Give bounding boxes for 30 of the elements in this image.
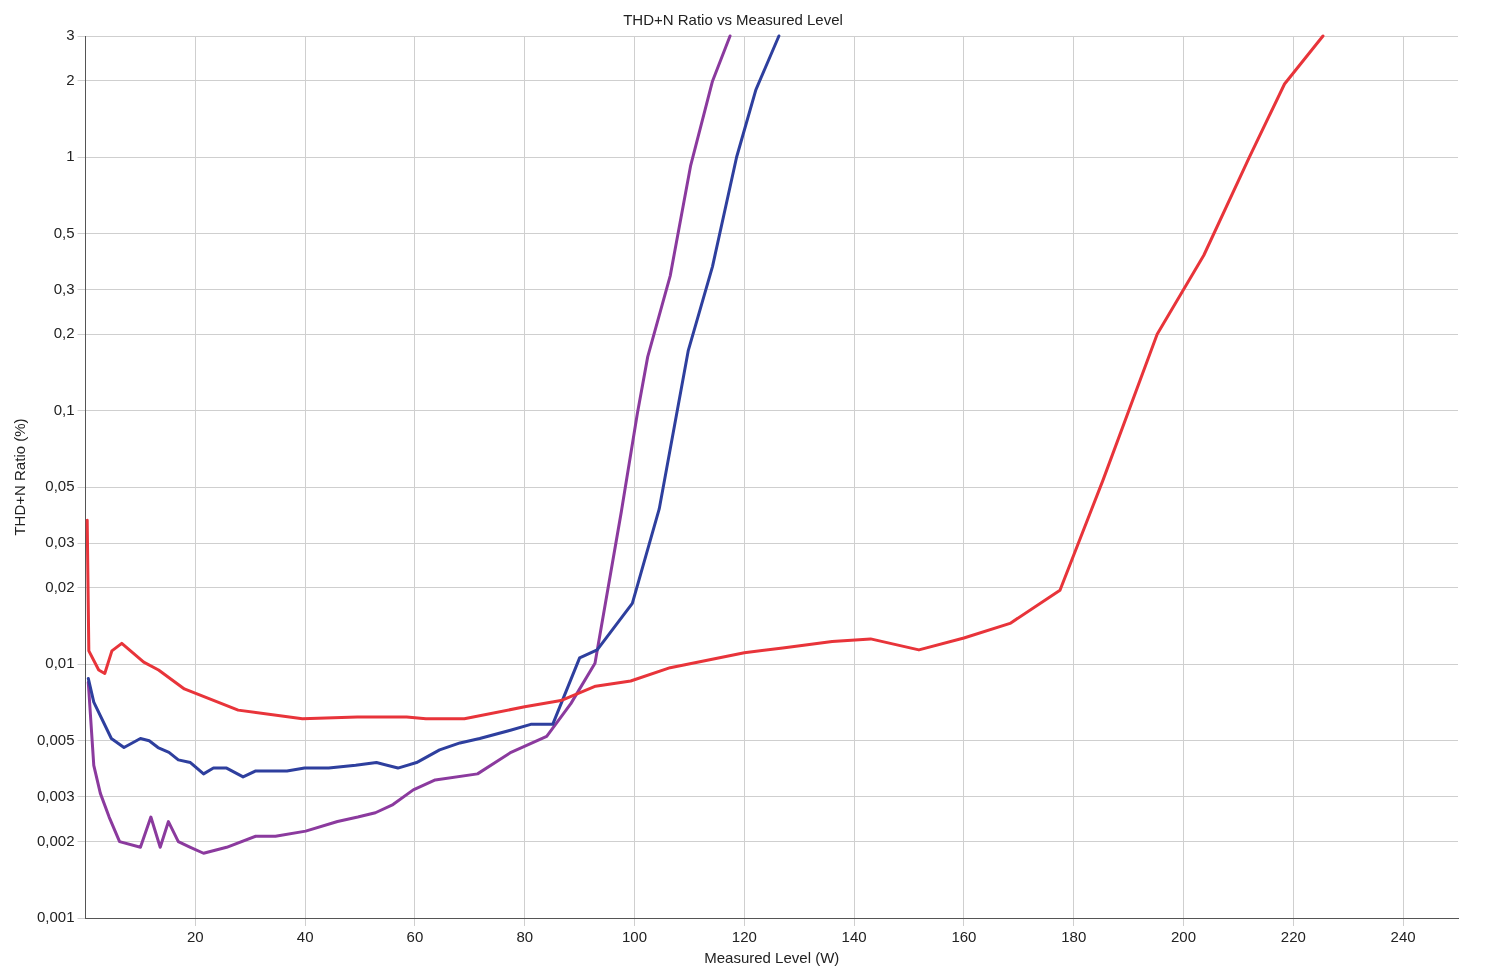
x-tick-label: 160 xyxy=(951,928,977,946)
x-tick-label: 100 xyxy=(622,928,648,946)
y-tick-label: 0,5 xyxy=(53,223,75,241)
y-tick-label: 0,01 xyxy=(45,654,75,672)
y-tick-label: 0,03 xyxy=(45,533,75,551)
x-tick-label: 180 xyxy=(1061,928,1087,946)
x-tick-label: 120 xyxy=(731,928,757,946)
y-tick-label: 0,005 xyxy=(36,730,75,748)
y-tick-label: 2 xyxy=(66,70,75,88)
x-tick-label: 240 xyxy=(1390,928,1416,946)
x-tick-label: 200 xyxy=(1170,928,1197,946)
x-tick-label: 60 xyxy=(406,928,424,946)
x-tick-label: 220 xyxy=(1280,928,1306,946)
x-tick-label: 80 xyxy=(516,928,534,946)
x-tick-label: 40 xyxy=(296,928,314,946)
y-tick-label: 0,003 xyxy=(36,787,75,805)
y-tick-label: 0,3 xyxy=(53,279,75,297)
y-tick-label: 0,05 xyxy=(45,477,75,495)
x-axis-title: Measured Level (W) xyxy=(704,949,840,967)
y-tick-label: 0,02 xyxy=(45,578,75,596)
y-tick-label: 1 xyxy=(66,147,75,165)
x-tick-label: 140 xyxy=(841,928,867,946)
y-tick-label: 3 xyxy=(66,26,75,44)
chart-title: THD+N Ratio vs Measured Level xyxy=(623,11,843,29)
y-axis-title: THD+N Ratio (%) xyxy=(11,418,29,536)
y-tick-label: 0,2 xyxy=(53,324,75,342)
x-tick-label: 20 xyxy=(186,928,204,946)
y-tick-label: 0,1 xyxy=(53,400,75,418)
y-tick-label: 0,001 xyxy=(36,908,75,926)
y-tick-label: 0,002 xyxy=(36,831,75,849)
